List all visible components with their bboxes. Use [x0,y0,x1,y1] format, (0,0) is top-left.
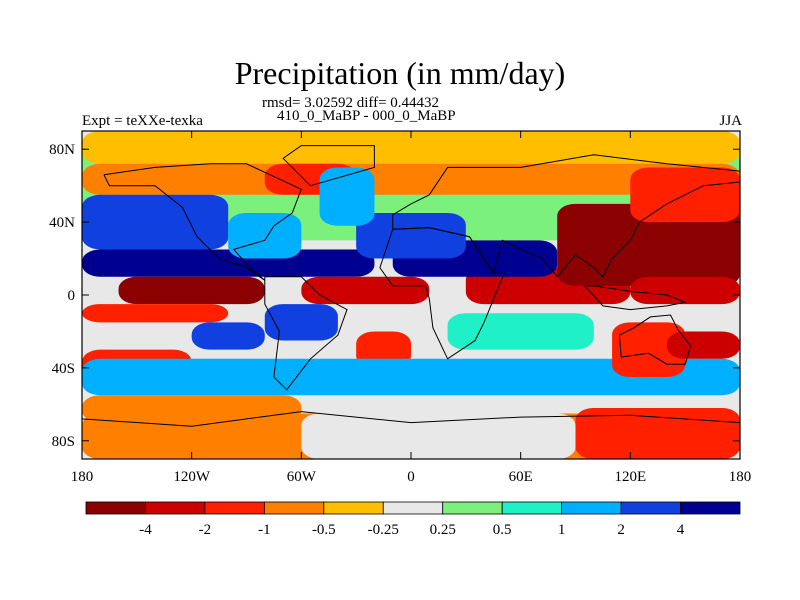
colorbar: -4 -2 -1 -0.5 -0.25 0.25 0.5 1 2 4 [85,501,741,538]
x-tick-label: 180 [729,469,752,485]
x-tick-label: 120E [614,469,646,485]
field-region [82,194,229,250]
colorbar-label: -2 [199,522,212,538]
field-region [82,163,740,195]
coastline [264,276,348,391]
colorbar-swatch [680,501,741,515]
experiment-label: Expt = teXXe-texka [82,113,203,129]
y-tick-label: 0 [68,288,76,304]
axes-layer: 180 120W 60W 0 60E 120E 180 80N 40N 0 40S 80S [49,131,751,485]
colorbar-swatch [323,501,384,515]
coastline-layer [82,145,740,427]
field-region [319,167,375,226]
colorbar-swatch [382,501,444,515]
field-layer [82,131,740,459]
coastline [584,285,687,311]
season-label: JJA [719,113,742,129]
field-region [228,213,302,259]
colorbar-swatch [145,501,206,515]
colorbar-label: -1 [258,522,271,538]
colorbar-swatch [561,501,622,515]
colorbar-label: -4 [139,522,152,538]
coastline [282,145,375,187]
colorbar-label: -0.5 [312,522,336,538]
field-region [82,304,229,323]
field-region [82,249,375,277]
x-tick-label: 0 [407,469,415,485]
x-tick-label: 60E [509,469,533,485]
field-region [264,304,338,341]
field-region [191,322,265,350]
x-tick-label: 180 [71,469,94,485]
coastline [82,411,740,427]
chart-title: Precipitation (in mm/day) [234,55,566,91]
field-region [557,203,740,286]
field-region [666,331,740,359]
colorbar-swatch [442,501,503,515]
colorbar-swatch [85,501,146,515]
colorbar-swatch [263,501,325,515]
y-tick-label: 40S [52,361,75,377]
x-tick-label: 60W [287,469,317,485]
colorbar-label: 2 [617,522,625,538]
field-region [612,322,686,377]
colorbar-swatch [204,501,265,515]
field-region [82,131,740,164]
colorbar-label: -0.25 [368,522,399,538]
coastline [103,163,302,281]
colorbar-label: 0.25 [430,522,456,538]
field-region [575,407,740,459]
stats-line: rmsd= 3.02592 diff= 0.44432 [262,95,440,111]
field-region [356,213,466,259]
field-region [118,276,265,305]
field-region [301,413,576,459]
x-tick-label: 120W [173,469,211,485]
colorbar-swatch [501,501,563,515]
chart-subtitle: 410_0_MaBP - 000_0_MaBP [277,108,456,124]
field-region [301,276,430,305]
colorbar-swatch [620,501,681,515]
colorbar-label: 1 [558,522,566,538]
y-tick-label: 40N [49,215,75,231]
y-tick-label: 80S [52,434,75,450]
field-region [82,358,740,396]
coastline [392,154,740,278]
y-tick-label: 80N [49,142,75,158]
coastline [618,314,692,365]
field-region [630,276,740,305]
colorbar-label: 0.5 [493,522,512,538]
colorbar-label: 4 [677,522,685,538]
